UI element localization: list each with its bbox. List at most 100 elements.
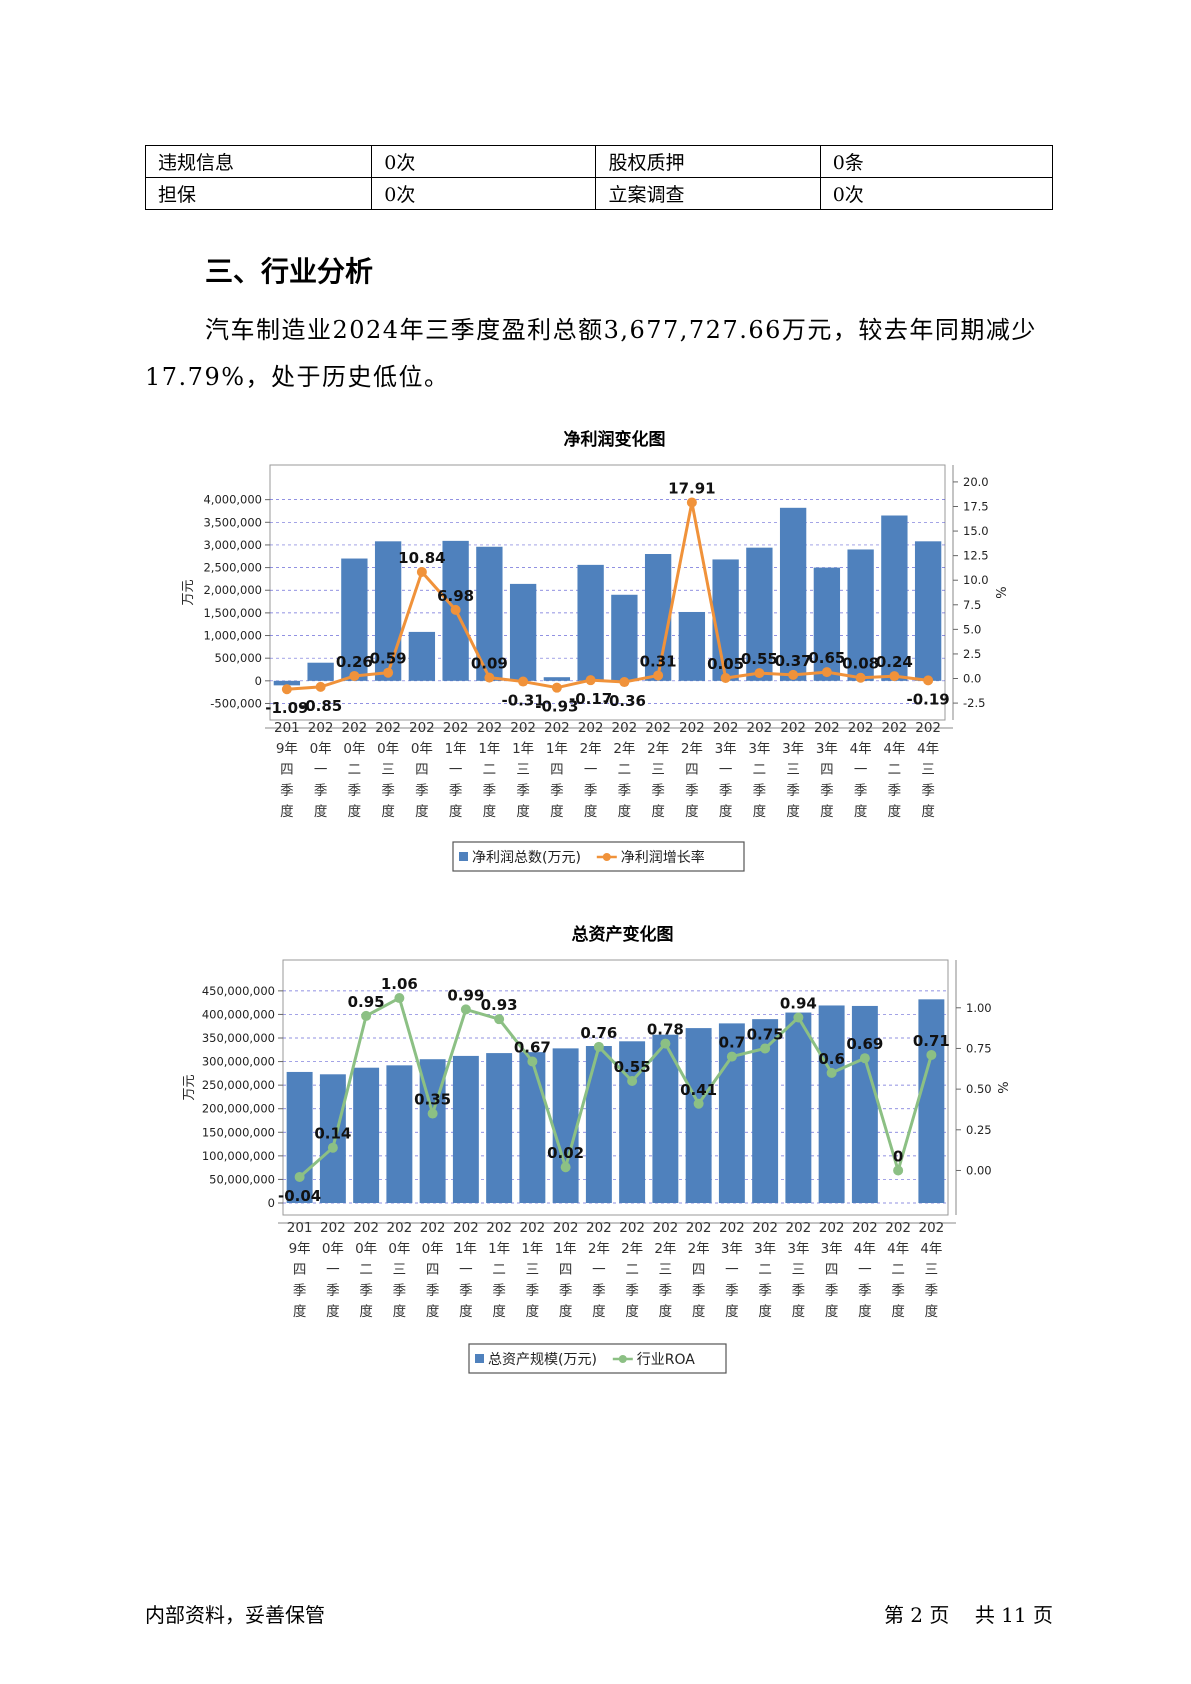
x-tick-label: 四 — [550, 762, 564, 778]
x-tick-label: 202 — [752, 1220, 778, 1236]
x-tick-label: 度 — [415, 804, 429, 820]
line-point — [383, 667, 394, 678]
line-point — [660, 1038, 671, 1049]
x-tick-label: 三 — [921, 762, 935, 778]
page-number: 第 2 页 共 11 页 — [883, 1603, 1053, 1627]
x-tick-label: 季 — [888, 783, 902, 799]
y2-axis-title: % — [997, 1081, 1012, 1093]
x-tick-label: 202 — [409, 720, 435, 736]
x-tick-label: 2年 — [654, 1241, 676, 1257]
x-tick-label: 三 — [651, 762, 665, 778]
x-tick-label: 一 — [725, 1262, 739, 1278]
x-tick-label: 2年 — [621, 1241, 643, 1257]
bar — [452, 1055, 479, 1203]
line-point — [484, 672, 495, 683]
x-tick-label: 季 — [921, 783, 935, 799]
x-tick-label: 2年 — [580, 741, 602, 757]
x-tick-label: 度 — [651, 804, 665, 820]
y-tick-label: 3,500,000 — [203, 515, 262, 529]
x-tick-label: 季 — [516, 783, 530, 799]
line-point — [926, 1049, 937, 1060]
x-tick-label: 季 — [685, 783, 699, 799]
x-tick-label: 202 — [679, 720, 705, 736]
x-tick-label: 季 — [293, 1283, 307, 1299]
table-cell: 违规信息 — [144, 145, 373, 178]
y2-tick-label: 5.0 — [963, 622, 981, 636]
bar — [374, 541, 402, 681]
line-point — [726, 1051, 737, 1062]
x-tick-label: 二 — [625, 1262, 639, 1278]
line-point — [527, 1056, 538, 1067]
x-tick-label: 2年 — [613, 741, 635, 757]
x-tick-label: 202 — [645, 720, 671, 736]
y2-tick-label: 12.5 — [963, 549, 989, 563]
y2-axis-title: % — [995, 586, 1010, 598]
x-tick-label: 度 — [550, 804, 564, 820]
x-tick-label: 度 — [820, 804, 834, 820]
x-tick-label: 季 — [492, 1283, 506, 1299]
x-tick-label: 度 — [526, 1304, 540, 1320]
data-label: -0.04 — [278, 1187, 321, 1205]
x-tick-label: 季 — [348, 783, 362, 799]
data-label: 0.95 — [348, 993, 385, 1011]
line-point — [693, 1098, 704, 1109]
x-tick-label: 度 — [786, 804, 800, 820]
y-axis-title: 万元 — [182, 1074, 197, 1100]
x-tick-label: 度 — [792, 1304, 806, 1320]
x-tick-label: 1年 — [546, 741, 568, 757]
data-label: 0.71 — [913, 1032, 950, 1050]
x-tick-label: 季 — [550, 783, 564, 799]
x-tick-label: 度 — [891, 1304, 905, 1320]
line-point — [427, 1108, 438, 1119]
x-tick-label: 度 — [459, 1304, 473, 1320]
line-point — [859, 1053, 870, 1064]
y-tick-label: 1,000,000 — [203, 629, 262, 643]
bar — [273, 680, 301, 686]
bar — [644, 554, 672, 681]
bar — [881, 515, 908, 681]
x-tick-label: 202 — [476, 720, 502, 736]
x-tick-label: 四 — [685, 762, 699, 778]
y2-tick-label: 10.0 — [963, 573, 989, 587]
y2-tick-label: 2.5 — [963, 647, 981, 661]
table-cell: 担保 — [144, 177, 373, 210]
x-tick-label: 季 — [625, 1283, 639, 1299]
y2-tick-label: 0.00 — [966, 1163, 992, 1177]
x-tick-label: 季 — [659, 1283, 673, 1299]
y2-tick-label: 0.50 — [966, 1082, 992, 1096]
x-tick-label: 4年 — [917, 741, 939, 757]
bar — [543, 677, 571, 681]
y-tick-label: 50,000,000 — [209, 1172, 275, 1186]
x-tick-label: 二 — [492, 1262, 506, 1278]
x-tick-label: 一 — [854, 762, 868, 778]
legend-label: 净利润总数(万元) — [472, 850, 581, 866]
x-tick-label: 度 — [625, 1304, 639, 1320]
x-tick-label: 一 — [314, 762, 328, 778]
x-tick-label: 度 — [492, 1304, 506, 1320]
line-point — [760, 1043, 771, 1054]
net-profit-chart-svg: 净利润变化图 -500,000 0 500,000 1,000,000 1,500,000… — [181, 429, 1010, 872]
bar — [307, 662, 334, 681]
bar — [652, 1034, 679, 1203]
x-tick-label: 季 — [854, 783, 868, 799]
x-tick-label: 3年 — [721, 1241, 743, 1257]
net-profit-chart: 净利润变化图 -500,000 0 500,000 1,000,000 1,500,000… — [0, 425, 1191, 875]
x-tick-label: 季 — [592, 1283, 606, 1299]
table-row: 违规信息 0次 股权质押 0条 — [144, 145, 1054, 178]
x-tick-label: 202 — [375, 720, 401, 736]
line-point — [361, 1010, 372, 1021]
x-tick-label: 三 — [925, 1262, 939, 1278]
x-tick-label: 四 — [280, 762, 294, 778]
y-axis-title: 万元 — [181, 579, 196, 605]
x-tick-label: 一 — [326, 1262, 340, 1278]
line-point — [893, 1165, 904, 1176]
line-point — [821, 667, 832, 678]
x-tick-label: 三 — [526, 1262, 540, 1278]
x-tick-label: 三 — [786, 762, 800, 778]
x-tick-label: 202 — [453, 1220, 479, 1236]
bar — [918, 999, 945, 1203]
bar — [286, 1071, 313, 1203]
line-point — [450, 604, 461, 615]
total-assets-chart-svg: 总资产变化图 0 50,000,000 100,000,000 150,000,000 2… — [182, 924, 1012, 1374]
data-label: -1.09 — [265, 699, 308, 717]
